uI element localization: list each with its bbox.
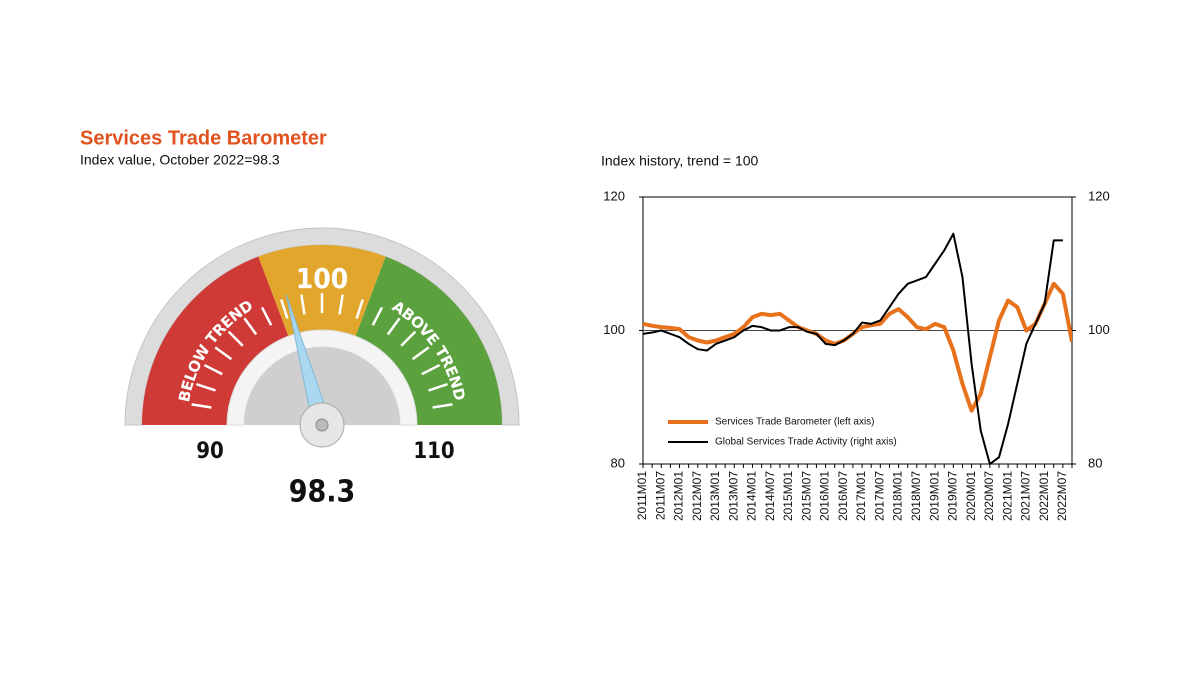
y2-tick-label: 80	[1088, 455, 1102, 470]
x-tick-label: 2013M07	[726, 471, 740, 521]
x-tick-label: 2018M01	[891, 471, 905, 521]
x-tick-label: 2012M01	[672, 471, 686, 521]
gauge-tick-label: 90	[196, 439, 224, 464]
x-tick-label: 2020M01	[964, 471, 978, 521]
chart-subtitle: Index history, trend = 100	[601, 153, 759, 169]
x-tick-label: 2021M01	[1000, 471, 1014, 521]
y-tick-label: 120	[603, 188, 625, 203]
gauge-minor-tick	[338, 294, 344, 315]
gauge-band	[355, 256, 502, 425]
legend-label: Services Trade Barometer (left axis)	[715, 417, 875, 428]
gauge-minor-tick	[260, 306, 273, 326]
x-tick-label: 2014M07	[763, 471, 777, 521]
gauge-subtitle: Index value, October 2022=98.3	[80, 152, 280, 168]
x-tick-label: 2014M01	[745, 471, 759, 521]
gauge-minor-tick	[432, 403, 453, 409]
gauge-minor-tick	[203, 363, 223, 376]
x-tick-label: 2021M07	[1019, 471, 1033, 521]
gauge-tick-label: 110	[413, 439, 454, 464]
series-line	[643, 232, 1063, 465]
gauge-minor-tick	[191, 403, 212, 409]
x-tick-label: 2019M01	[927, 471, 941, 521]
y-tick-label: 100	[603, 322, 625, 337]
gauge-minor-tick	[355, 299, 364, 319]
x-tick-label: 2015M07	[799, 471, 813, 521]
x-tick-label: 2013M01	[708, 471, 722, 521]
x-tick-label: 2022M01	[1037, 471, 1051, 521]
gauge-minor-tick	[411, 346, 430, 361]
gauge-minor-tick	[243, 317, 258, 336]
x-tick-label: 2020M07	[982, 471, 996, 521]
x-tick-label: 2016M01	[818, 471, 832, 521]
gauge-minor-tick	[300, 294, 306, 315]
gauge-minor-tick	[428, 383, 448, 392]
x-tick-label: 2017M01	[854, 471, 868, 521]
y2-tick-label: 120	[1088, 188, 1110, 203]
x-tick-label: 2015M01	[781, 471, 795, 521]
x-tick-label: 2017M07	[872, 471, 886, 521]
gauge-hub-center	[315, 418, 329, 432]
x-tick-label: 2016M07	[836, 471, 850, 521]
y-tick-label: 80	[611, 455, 625, 470]
x-tick-label: 2022M07	[1055, 471, 1069, 521]
y2-tick-label: 100	[1088, 322, 1110, 337]
gauge-title: Services Trade Barometer	[80, 127, 327, 149]
gauge-tick-label: 100	[296, 262, 349, 295]
gauge-minor-tick	[400, 330, 417, 347]
gauge-hub-area	[244, 347, 400, 425]
gauge-minor-tick	[227, 330, 244, 347]
gauge-minor-tick	[371, 306, 384, 326]
gauge-minor-tick	[386, 317, 401, 336]
x-tick-label: 2019M07	[946, 471, 960, 521]
gauge-minor-tick	[196, 383, 216, 392]
gauge-minor-tick	[214, 346, 233, 361]
gauge-minor-tick	[280, 299, 289, 319]
x-tick-label: 2011M07	[653, 471, 667, 520]
gauge-value: 98.3	[289, 475, 356, 510]
legend-label: Global Services Trade Activity (right ax…	[715, 437, 897, 448]
x-tick-label: 2011M01	[635, 471, 649, 520]
gauge-minor-tick	[421, 363, 441, 376]
series-line	[643, 281, 1072, 413]
gauge-band	[142, 256, 289, 425]
x-tick-label: 2012M07	[690, 471, 704, 521]
x-tick-label: 2018M07	[909, 471, 923, 521]
